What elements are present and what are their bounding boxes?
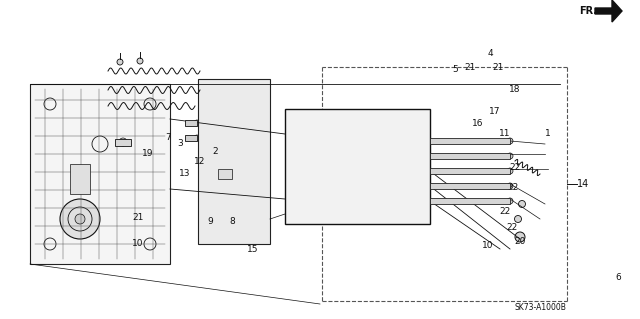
Text: 6: 6 — [615, 273, 621, 283]
Text: 13: 13 — [179, 169, 191, 179]
Bar — [430, 138, 510, 144]
Circle shape — [507, 168, 513, 174]
Bar — [430, 198, 510, 204]
Text: 7: 7 — [165, 132, 171, 142]
Text: 17: 17 — [489, 107, 500, 115]
Circle shape — [507, 198, 513, 204]
Polygon shape — [198, 79, 270, 244]
Text: 22: 22 — [499, 206, 511, 216]
Text: 5: 5 — [452, 64, 458, 73]
Text: 16: 16 — [472, 120, 484, 129]
Circle shape — [507, 183, 513, 189]
Bar — [430, 168, 510, 174]
Circle shape — [515, 232, 525, 242]
Bar — [218, 169, 232, 179]
Polygon shape — [595, 0, 622, 22]
Bar — [430, 183, 510, 189]
Bar — [185, 135, 197, 141]
Circle shape — [507, 138, 513, 144]
Text: 1: 1 — [545, 130, 551, 138]
Text: 4: 4 — [487, 49, 493, 58]
Circle shape — [117, 59, 123, 65]
Text: 21: 21 — [464, 63, 476, 71]
Text: 22: 22 — [508, 182, 518, 191]
Bar — [185, 120, 197, 126]
Circle shape — [60, 199, 100, 239]
Bar — [430, 153, 510, 159]
Circle shape — [119, 138, 127, 146]
Text: 22: 22 — [509, 162, 520, 172]
Circle shape — [75, 214, 85, 224]
Circle shape — [518, 201, 525, 207]
Circle shape — [515, 216, 522, 222]
Text: 22: 22 — [506, 222, 518, 232]
Text: FR.: FR. — [579, 6, 597, 16]
Text: 21: 21 — [132, 212, 144, 221]
Text: SK73-A1000B: SK73-A1000B — [514, 302, 566, 311]
Text: 10: 10 — [132, 240, 144, 249]
Text: 19: 19 — [142, 150, 154, 159]
Text: 14: 14 — [577, 179, 589, 189]
Text: 18: 18 — [509, 85, 521, 93]
Text: 21: 21 — [492, 63, 504, 71]
Circle shape — [137, 58, 143, 64]
Text: 15: 15 — [247, 244, 259, 254]
Bar — [285, 109, 430, 224]
Bar — [115, 139, 131, 146]
Text: 9: 9 — [207, 217, 213, 226]
Text: 10: 10 — [483, 241, 493, 249]
Text: 8: 8 — [229, 217, 235, 226]
Text: 12: 12 — [195, 157, 205, 166]
Circle shape — [507, 153, 513, 159]
Bar — [70, 164, 90, 194]
Text: 20: 20 — [515, 236, 525, 246]
Polygon shape — [30, 84, 170, 264]
Text: 11: 11 — [499, 130, 511, 138]
Text: 3: 3 — [177, 139, 183, 149]
Text: 2: 2 — [212, 146, 218, 155]
